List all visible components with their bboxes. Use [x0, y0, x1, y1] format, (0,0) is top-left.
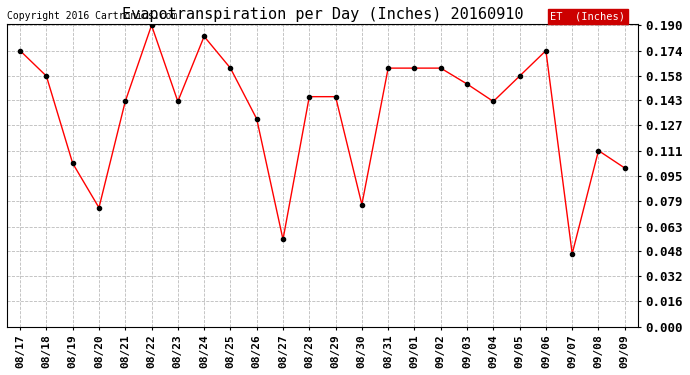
Text: ET  (Inches): ET (Inches) [551, 12, 625, 21]
Title: Evapotranspiration per Day (Inches) 20160910: Evapotranspiration per Day (Inches) 2016… [121, 7, 523, 22]
Text: Copyright 2016 Cartronics.com: Copyright 2016 Cartronics.com [7, 12, 177, 21]
